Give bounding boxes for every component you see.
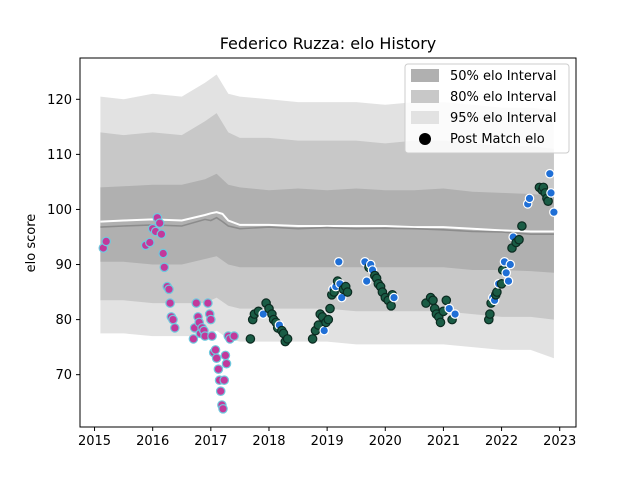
y-tick-label: 110	[47, 148, 72, 163]
post-match-point	[428, 295, 438, 306]
x-tick-label: 2017	[194, 434, 227, 449]
post-match-point	[282, 334, 293, 344]
y-tick-label: 70	[55, 368, 72, 383]
post-match-point	[435, 317, 446, 328]
post-match-point	[165, 298, 175, 308]
post-match-point	[218, 403, 228, 414]
x-tick-label: 2023	[543, 434, 576, 449]
post-match-point	[325, 303, 335, 314]
post-match-point	[386, 300, 396, 311]
post-match-point	[158, 248, 168, 259]
x-tick-label: 2015	[78, 434, 111, 449]
post-match-point	[485, 309, 495, 319]
post-match-point	[203, 298, 213, 308]
y-axis-label: elo score	[24, 214, 39, 273]
post-match-point	[549, 207, 559, 217]
legend-swatch-80	[411, 90, 439, 103]
post-match-point	[544, 168, 555, 179]
post-match-point	[145, 237, 155, 248]
post-match-point	[154, 218, 165, 228]
post-match-point	[188, 334, 199, 344]
post-match-point	[389, 292, 399, 303]
post-match-point	[543, 196, 553, 206]
post-match-point	[514, 234, 524, 245]
post-match-point	[159, 262, 170, 273]
post-match-point	[101, 236, 111, 247]
post-match-point	[156, 229, 167, 239]
x-tick-label: 2022	[485, 434, 518, 449]
post-match-point	[307, 334, 318, 344]
post-match-point	[206, 314, 216, 325]
legend-label-post-match: Post Match elo	[450, 132, 545, 147]
post-match-point	[220, 350, 231, 361]
y-tick-label: 100	[47, 203, 72, 218]
post-match-point	[191, 298, 202, 308]
band-50-interval	[100, 173, 554, 273]
x-tick-label: 2018	[252, 434, 285, 449]
legend-label-80: 80% elo Interval	[450, 90, 557, 105]
post-match-point	[503, 276, 514, 286]
plot-frame	[79, 57, 577, 428]
post-match-point	[245, 334, 256, 344]
x-tick-label: 2016	[136, 434, 169, 449]
post-match-point	[444, 303, 454, 314]
legend: 50% elo Interval 80% elo Interval 95% el…	[404, 63, 570, 154]
post-match-point	[168, 314, 178, 325]
post-match-point	[517, 221, 527, 231]
post-match-point	[164, 284, 174, 295]
x-tick-label: 2019	[311, 434, 344, 449]
post-match-point	[229, 331, 239, 341]
y-tick-label: 90	[55, 258, 72, 273]
post-match-point	[210, 345, 221, 355]
legend-marker-post-match	[419, 133, 431, 145]
white-line	[100, 211, 554, 233]
x-axis: 2015 2016 2017 2018 2019 2020 2021 2022 2023	[78, 427, 576, 449]
post-match-point	[319, 325, 329, 336]
x-tick-label: 2021	[427, 434, 460, 449]
y-axis: 70 80 90 100 110 120	[47, 93, 80, 383]
legend-label-95: 95% elo Interval	[450, 111, 557, 126]
post-match-point	[505, 259, 516, 270]
legend-swatch-95	[411, 111, 439, 124]
post-match-point	[546, 188, 556, 198]
post-match-point	[450, 309, 460, 319]
post-match-point	[207, 331, 217, 341]
post-match-point	[323, 314, 334, 325]
post-match-point	[342, 287, 353, 297]
post-match-point	[501, 267, 511, 278]
legend-label-50: 50% elo Interval	[450, 69, 557, 84]
post-match-point	[213, 364, 224, 374]
post-match-point	[170, 323, 180, 333]
mean-line	[100, 216, 554, 235]
chart-title: Federico Ruzza: elo History	[220, 34, 437, 53]
post-match-point	[211, 353, 222, 363]
post-match-point	[361, 276, 372, 286]
post-match-point	[333, 256, 344, 267]
y-tick-label: 120	[47, 93, 72, 108]
post-match-point	[441, 295, 452, 306]
legend-box	[404, 63, 570, 154]
post-match-point	[492, 287, 502, 297]
post-match-point	[221, 358, 232, 369]
post-match-point	[219, 375, 229, 385]
legend-swatch-50	[411, 69, 439, 82]
y-tick-label: 80	[55, 313, 72, 328]
post-match-point	[524, 193, 535, 204]
x-tick-label: 2020	[369, 434, 402, 449]
post-match-point	[215, 386, 226, 396]
